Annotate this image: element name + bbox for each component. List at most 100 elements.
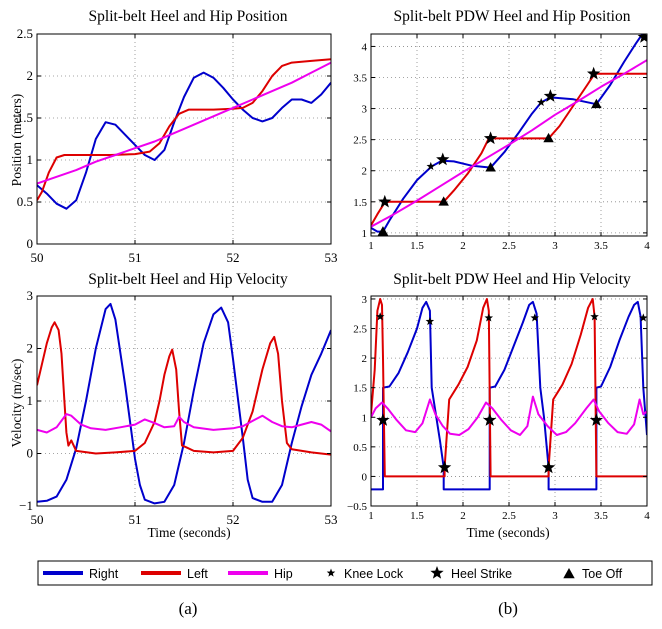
heel-strike-marker xyxy=(589,413,604,426)
heel-strike-marker xyxy=(543,89,558,102)
knee-lock-marker xyxy=(375,312,385,321)
x-tick-label: 53 xyxy=(325,512,338,527)
heel-strike-marker xyxy=(586,66,601,80)
x-tick-label: 1 xyxy=(368,240,374,252)
series-line-left xyxy=(37,58,331,201)
legend-box xyxy=(37,560,653,586)
y-tick-label: 3 xyxy=(362,294,368,306)
y-axis-label-a-bottom: Velocity (m/sec) xyxy=(9,359,24,448)
chart-a-top: 0 0.5 1 1.5 2 2.5 50 51 52 53 xyxy=(17,26,338,265)
legend-label-knee-lock: Knee Lock xyxy=(344,567,404,581)
y-tick-label: 0.5 xyxy=(353,442,367,454)
knee-lock-marker xyxy=(484,313,494,322)
knee-lock-marker xyxy=(426,161,436,171)
legend-marker-heel-strike xyxy=(430,566,444,579)
chart-title-a-top: Split-belt Heel and Hip Position xyxy=(89,8,288,25)
series-group xyxy=(371,34,647,236)
y-tick-label: 0 xyxy=(27,236,34,251)
knee-lock-marker xyxy=(425,316,435,326)
chart-b-top: 1 1.5 2 2.5 3 3.5 4 1 1.5 2 2.5 3 3.5 4 xyxy=(353,33,650,252)
legend-label-left: Left xyxy=(187,567,208,581)
x-tick-label: 51 xyxy=(129,512,142,527)
chart-title-a-bottom: Split-belt Heel and Hip Velocity xyxy=(88,271,288,288)
x-axis-label-b-bottom: Time (seconds) xyxy=(466,525,549,540)
y-tick-label: 2.5 xyxy=(17,26,33,41)
series-line-hip xyxy=(37,61,331,185)
heel-strike-marker xyxy=(637,34,647,43)
x-tick-label: 3.5 xyxy=(594,240,608,252)
series-group xyxy=(37,302,331,505)
y-tick-label: 1 xyxy=(27,393,34,408)
x-tick-label: 51 xyxy=(129,250,142,265)
y-tick-label: 3 xyxy=(362,104,368,116)
x-tick-label: 3.5 xyxy=(594,510,608,522)
heel-strike-marker xyxy=(376,413,390,426)
y-tick-label: 2.5 xyxy=(353,324,367,336)
legend-label-hip: Hip xyxy=(274,567,293,581)
y-tick-label: 0.5 xyxy=(17,194,33,209)
chart-a-bottom: −1 0 1 2 3 50 51 52 53 xyxy=(19,288,337,527)
y-axis-label-a-top: Position (meters) xyxy=(9,94,24,187)
series-line-right xyxy=(371,34,644,233)
toe-off-marker xyxy=(543,132,554,143)
toe-off-marker xyxy=(485,162,496,172)
toe-off-marker xyxy=(377,226,389,236)
legend-marker-knee-lock xyxy=(326,568,336,577)
x-tick-label: 2 xyxy=(460,240,466,252)
x-tick-label: 2.5 xyxy=(502,510,516,522)
y-tick-label: 1.5 xyxy=(17,110,33,125)
y-tick-label: 2 xyxy=(27,68,34,83)
heel-strike-marker xyxy=(483,413,497,426)
x-tick-label: 1.5 xyxy=(410,240,424,252)
y-tick-label: −1 xyxy=(19,498,33,513)
series-line-right xyxy=(371,300,647,491)
y-tick-label: 1 xyxy=(362,412,368,424)
series-line-left xyxy=(371,298,647,478)
legend-marker-toe-off xyxy=(563,568,575,579)
heel-strike-marker xyxy=(437,460,452,474)
subfigure-label-b: (b) xyxy=(498,599,518,618)
x-tick-label: 1 xyxy=(368,510,374,522)
series-line-hip xyxy=(37,413,331,434)
heel-strike-marker xyxy=(378,194,392,208)
legend-label-toe-off: Toe Off xyxy=(582,567,623,581)
plot-frame xyxy=(36,33,332,245)
y-tick-label: 2.5 xyxy=(353,135,367,147)
chart-title-b-top: Split-belt PDW Heel and Hip Position xyxy=(394,8,631,25)
y-tick-label: −0.5 xyxy=(347,501,367,513)
x-axis-label-a-bottom: Time (seconds) xyxy=(147,525,230,540)
legend: Right Left Hip Knee Lock Heel Strike Toe… xyxy=(37,560,653,586)
toe-off-marker xyxy=(438,196,449,206)
y-tick-label: 3 xyxy=(27,288,34,303)
knee-lock-marker xyxy=(639,313,647,322)
x-tick-label: 1.5 xyxy=(410,510,424,522)
legend-label-right: Right xyxy=(89,567,119,581)
x-tick-label: 4 xyxy=(644,510,650,522)
series-group xyxy=(37,58,331,210)
y-tick-label: 3.5 xyxy=(353,73,367,85)
x-tick-label: 52 xyxy=(227,250,240,265)
x-tick-label: 2 xyxy=(460,510,466,522)
legend-label-heel-strike: Heel Strike xyxy=(451,567,512,581)
series-line-right xyxy=(37,302,331,505)
x-tick-label: 3 xyxy=(552,240,558,252)
y-tick-label: 2 xyxy=(27,341,34,356)
heel-strike-marker xyxy=(436,152,450,166)
x-tick-label: 3 xyxy=(552,510,558,522)
y-tick-label: 1.5 xyxy=(353,383,367,395)
x-tick-label: 50 xyxy=(31,250,44,265)
series-line-left xyxy=(37,321,331,456)
y-tick-label: 1 xyxy=(27,152,34,167)
y-tick-label: 1 xyxy=(362,228,368,240)
heel-strike-marker xyxy=(541,460,556,474)
toe-off-marker xyxy=(591,98,602,109)
series-line-left xyxy=(371,72,647,226)
x-tick-label: 4 xyxy=(644,240,650,252)
y-tick-label: 2 xyxy=(362,353,368,365)
x-tick-label: 53 xyxy=(325,250,338,265)
series-line-hip xyxy=(371,395,647,436)
series-group xyxy=(371,298,647,491)
chart-b-bottom: −0.5 0 0.5 1 1.5 2 2.5 3 1 1.5 2 2.5 3 3.5 4 xyxy=(347,294,650,522)
heel-strike-marker xyxy=(483,131,498,145)
